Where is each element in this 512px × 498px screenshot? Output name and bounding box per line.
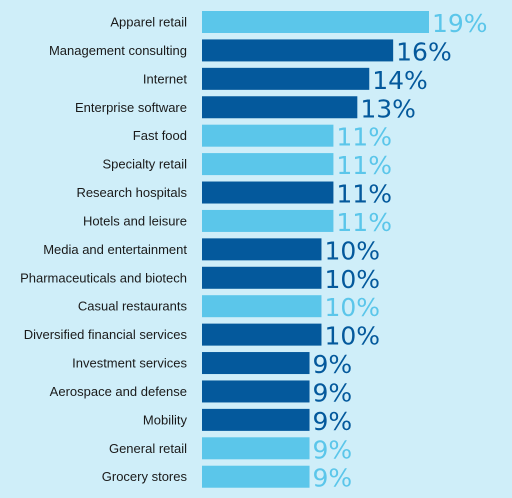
value-label: 10% <box>324 236 380 265</box>
bar-row: Fast food 11% <box>133 123 392 152</box>
category-label: Investment services <box>72 356 187 371</box>
bar <box>202 124 334 147</box>
bar-row: Media and entertainment 10% <box>43 236 380 265</box>
value-label: 11% <box>336 123 392 152</box>
bar-row: Management consulting 16% <box>49 37 452 66</box>
bar-row: Casual restaurants 10% <box>78 293 380 322</box>
bar-row: Grocery stores 9% <box>102 464 352 493</box>
value-label: 16% <box>396 37 452 66</box>
bar <box>202 67 370 90</box>
value-label: 9% <box>313 378 353 407</box>
value-label: 9% <box>313 464 353 493</box>
bar-row: Research hospitals 11% <box>76 180 392 209</box>
bar <box>202 11 429 33</box>
value-label: 9% <box>313 350 353 379</box>
bar <box>202 266 322 289</box>
value-label: 19% <box>432 9 488 38</box>
category-label: General retail <box>109 441 187 456</box>
category-label: Specialty retail <box>102 157 187 172</box>
category-label: Apparel retail <box>110 15 187 30</box>
value-label: 9% <box>313 407 353 436</box>
value-label: 9% <box>313 435 353 464</box>
value-label: 11% <box>336 208 392 237</box>
bar-row: Apparel retail 19% <box>110 9 487 38</box>
bar <box>202 408 310 431</box>
bar <box>202 323 322 346</box>
bar-row: Mobility 9% <box>143 407 352 436</box>
bar-row: Specialty retail 11% <box>102 151 392 180</box>
bar-row: Enterprise software 13% <box>75 94 416 123</box>
bar <box>202 465 310 488</box>
bar-row: Aerospace and defense 9% <box>50 378 353 407</box>
bar <box>202 39 394 62</box>
bar <box>202 295 322 318</box>
value-label: 10% <box>324 322 380 351</box>
value-label: 13% <box>360 94 416 123</box>
bar <box>202 181 334 204</box>
category-label: Mobility <box>143 412 188 427</box>
value-label: 10% <box>324 293 380 322</box>
value-label: 11% <box>336 180 392 209</box>
category-label: Research hospitals <box>76 185 187 200</box>
category-label: Enterprise software <box>75 100 187 115</box>
value-label: 14% <box>372 66 428 95</box>
bar <box>202 153 334 176</box>
bar-row: Investment services 9% <box>72 350 352 379</box>
bar <box>202 96 358 119</box>
value-label: 11% <box>336 151 392 180</box>
bar <box>202 238 322 261</box>
bar <box>202 209 334 232</box>
category-label: Pharmaceuticals and biotech <box>20 270 187 285</box>
bar <box>202 380 310 403</box>
category-label: Fast food <box>133 128 187 143</box>
bar-row: Hotels and leisure 11% <box>83 208 392 237</box>
category-label: Media and entertainment <box>43 242 187 257</box>
bar-row: Internet 14% <box>143 66 428 95</box>
category-label: Hotels and leisure <box>83 213 187 228</box>
category-label: Management consulting <box>49 43 187 58</box>
bar <box>202 352 310 375</box>
value-label: 10% <box>324 265 380 294</box>
bar-row: General retail 9% <box>109 435 352 464</box>
bars-layer: Apparel retail 19% Management consulting 16… <box>20 9 488 493</box>
category-label: Casual restaurants <box>78 299 188 314</box>
bar <box>202 437 310 460</box>
category-label: Diversified financial services <box>24 327 188 342</box>
category-label: Internet <box>143 71 187 86</box>
category-label: Grocery stores <box>102 469 188 484</box>
bar-row: Diversified financial services 10% <box>24 322 380 351</box>
category-label: Aerospace and defense <box>50 384 187 399</box>
bar-row: Pharmaceuticals and biotech 10% <box>20 265 380 294</box>
